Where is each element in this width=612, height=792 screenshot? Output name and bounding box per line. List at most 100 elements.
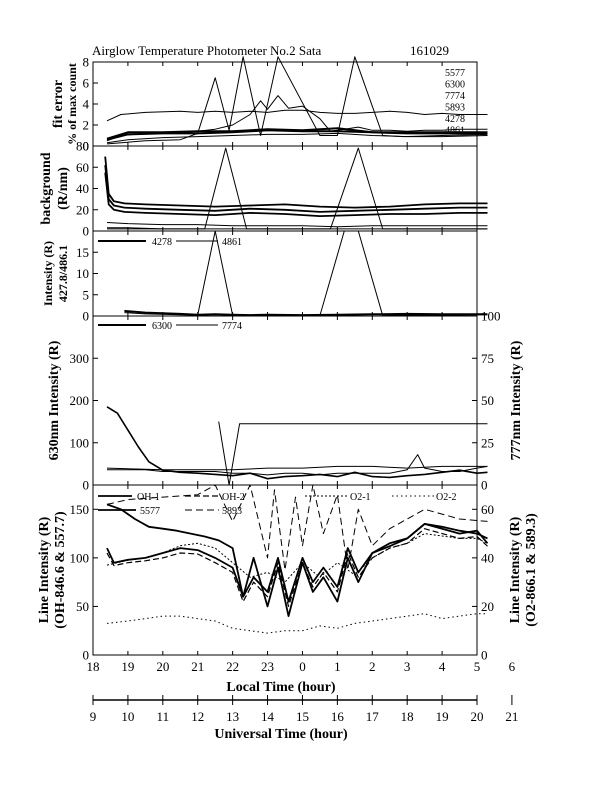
universal-time-tick-label: 10 [121, 709, 134, 724]
panel-intensity-630-777: 0 100 200 300 0 25 50 75 100 630nm Intensity (R) 7… [47, 309, 524, 493]
legend-label-oh-1: OH-1 [137, 492, 160, 503]
universal-time-tick-label: 18 [401, 709, 414, 724]
fit-error-ytick-label: 4 [83, 97, 90, 112]
line-intensity-left-ytick-label: 0 [83, 648, 90, 663]
background-ytick-label: 80 [76, 139, 89, 154]
local-time-tick-label: 21 [191, 659, 204, 674]
background-series-3 [106, 222, 488, 228]
universal-time-tick-label: 21 [505, 709, 518, 724]
line-intensity-right-ylabel: Line Intensity (R) [508, 516, 523, 623]
line-intensity-left-ylabel-sub: (OH-846.6 & 557.7) [53, 511, 68, 629]
line-intensity-series-5577 [106, 503, 488, 617]
local-time-tick-label: 18 [87, 659, 100, 674]
line-intensity-series-oh-2 [106, 528, 488, 608]
fit-error-annotation: 6300 [445, 80, 465, 91]
line-intensity-series-oh-1 [106, 523, 489, 603]
line-intensity-left-ytick-label: 100 [70, 550, 90, 565]
intensity-777-ytick-label: 25 [481, 435, 494, 450]
universal-time-tick-label: 13 [226, 709, 239, 724]
fit-error-series-2 [106, 129, 488, 141]
intensity-777-ytick-label: 100 [481, 309, 501, 324]
line-intensity-left-ytick-label: 150 [70, 502, 90, 517]
panel-fit-error: 0 2 4 6 8 fit error% of max count 557763007774… [51, 55, 488, 154]
background-ytick-label: 20 [76, 202, 89, 217]
panel-intensity-427-486: 0 5 10 15 Intensity (R) 427.8/486.1 4278 4861 [41, 230, 488, 324]
intensity-630-777-series-7774-b [106, 465, 488, 471]
local-time-tick-label: 20 [156, 659, 169, 674]
intensity-427-486-ytick-label: 0 [83, 309, 90, 324]
legend-label-o2-1: O2-1 [350, 492, 371, 503]
fit-error-annotation: 5893 [445, 103, 465, 114]
intensity-777-ylabel: 777nm Intensity (R) [509, 340, 524, 460]
panel-intensity-630-777-frame [92, 315, 478, 486]
legend-label-6300: 6300 [152, 321, 172, 332]
line-intensity-right-ytick-label: 60 [481, 502, 494, 517]
universal-time-tick-label: 20 [471, 709, 484, 724]
intensity-630-777-series-6300 [106, 406, 488, 480]
local-time-tick-label: 19 [121, 659, 134, 674]
intensity-777-ytick-label: 50 [481, 393, 494, 408]
local-time-tick-label: 2 [369, 659, 376, 674]
universal-time-tick-label: 14 [261, 709, 275, 724]
panel-background-frame [92, 145, 478, 232]
intensity-630-ytick-label: 200 [70, 393, 90, 408]
background-series-5 [107, 147, 488, 230]
background-ytick-label: 60 [76, 160, 89, 175]
fit-error-ytick-label: 6 [83, 76, 90, 91]
intensity-630-777-series-7774 [107, 454, 488, 476]
intensity-630-ylabel: 630nm Intensity (R) [47, 340, 62, 460]
universal-time-tick-label: 9 [90, 709, 97, 724]
intensity-777-ytick-label: 75 [481, 351, 494, 366]
universal-time-tick-label: 16 [331, 709, 345, 724]
panel-background: 0 20 40 60 80 background (R/nm) [39, 139, 488, 239]
background-series-0 [104, 156, 488, 209]
intensity-427-486-ytick-label: 15 [76, 245, 89, 260]
universal-time-tick-label: 15 [296, 709, 309, 724]
fit-error-annotation: 4278 [445, 114, 465, 125]
fit-error-annotation: 5577 [445, 68, 465, 79]
fit-error-series-4 [106, 132, 488, 144]
line-intensity-right-ytick-label: 20 [481, 599, 494, 614]
intensity-630-ytick-label: 300 [70, 351, 90, 366]
legend-label-5577: 5577 [140, 506, 160, 517]
local-time-tick-label: 1 [334, 659, 341, 674]
line-intensity-left-ylabel: Line Intensity (R) [37, 516, 52, 623]
fit-error-ytick-label: 0 [83, 139, 90, 154]
universal-time-tick-label: 12 [191, 709, 204, 724]
fit-error-annotation: 4861 [445, 126, 465, 137]
panel-line-intensity-frame [92, 484, 478, 656]
intensity-427-486-ytick-label: 5 [83, 287, 90, 302]
line-intensity-left-ytick-label: 50 [76, 599, 89, 614]
intensity-427-486-ylabel-sub: 427.8/486.1 [56, 245, 70, 302]
legend-label-4278: 4278 [152, 237, 172, 248]
intensity-427-486-series-4278 [124, 309, 488, 317]
legend-label-5893: 5893 [222, 506, 242, 517]
line-intensity-series-o2-2 [106, 613, 488, 634]
intensity-427-486-ylabel: Intensity (R) [41, 241, 55, 306]
intensity-427-486-ytick-label: 10 [76, 266, 89, 281]
fit-error-series-3 [106, 127, 488, 140]
line-intensity-right-ytick-label: 40 [481, 550, 494, 565]
fit-error-ylabel-sub: % of max count [65, 63, 79, 145]
chart-title: Airglow Temperature Photometer No.2 Sata [92, 43, 322, 58]
fit-error-annotation: 7774 [445, 91, 465, 102]
fit-error-ytick-label: 2 [83, 118, 90, 133]
legend-label-oh-2: OH-2 [222, 492, 245, 503]
local-time-tick-label: 23 [261, 659, 274, 674]
background-ylabel: background [39, 152, 54, 224]
line-intensity-right-ytick-label: 0 [481, 648, 488, 663]
fit-error-series-0 [106, 109, 488, 122]
local-time-tick-label: 6 [509, 659, 516, 674]
background-ytick-label: 0 [83, 224, 90, 239]
local-time-axis-label: Local Time (hour) [226, 680, 335, 695]
local-time-tick-label: 4 [439, 659, 446, 674]
universal-time-tick-label: 11 [157, 709, 170, 724]
background-ytick-label: 40 [76, 181, 89, 196]
universal-time-tick-label: 17 [366, 709, 380, 724]
local-time-tick-label: 0 [299, 659, 306, 674]
fit-error-series-5 [106, 56, 488, 145]
chart-date: 161029 [410, 43, 449, 58]
